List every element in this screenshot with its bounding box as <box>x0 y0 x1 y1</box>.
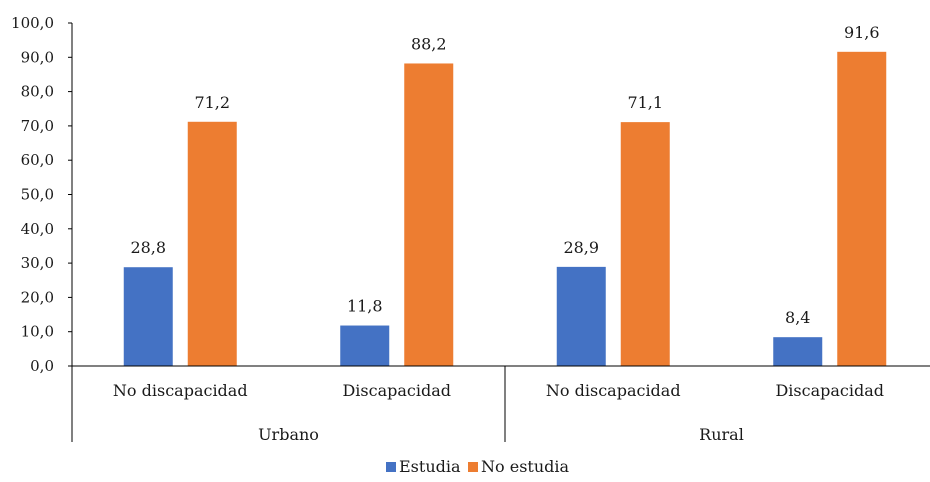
legend-label: No estudia <box>481 457 569 476</box>
x-category-label: Discapacidad <box>342 381 451 400</box>
x-group-label: Urbano <box>258 425 319 444</box>
y-tick-label: 70,0 <box>21 117 54 135</box>
data-label: 28,9 <box>563 238 599 257</box>
legend-swatch <box>386 462 396 472</box>
x-category-label: Discapacidad <box>775 381 884 400</box>
bar <box>404 63 454 366</box>
bar <box>340 325 390 366</box>
y-tick-label: 10,0 <box>21 323 54 341</box>
data-label: 11,8 <box>347 297 383 316</box>
data-label: 91,6 <box>844 23 880 42</box>
data-label: 71,2 <box>194 93 230 112</box>
data-label: 8,4 <box>785 308 810 327</box>
y-tick-label: 100,0 <box>11 14 54 32</box>
y-tick-label: 0,0 <box>30 357 54 375</box>
y-tick-label: 90,0 <box>21 48 54 66</box>
legend: Estudia No estudia <box>386 457 569 476</box>
bar <box>773 337 823 366</box>
x-category-label: No discapacidad <box>113 381 248 400</box>
y-axis: 0,0 10,0 20,0 30,0 40,0 50,0 60,0 70,0 80,0 90,0 1… <box>11 14 73 375</box>
y-tick-label: 50,0 <box>21 186 54 204</box>
x-category-label: No discapacidad <box>546 381 681 400</box>
bars: 28,8 11,8 28,9 8,4 71,2 88,2 71,1 91,6 <box>123 23 887 366</box>
bar <box>187 121 237 366</box>
x-group-label: Rural <box>699 425 744 444</box>
x-axis: No discapacidad Discapacidad No discapacid… <box>71 365 930 444</box>
data-label: 28,8 <box>130 238 166 257</box>
y-tick-label: 20,0 <box>21 288 54 306</box>
bar <box>556 266 606 366</box>
legend-swatch <box>468 462 478 472</box>
legend-label: Estudia <box>399 457 461 476</box>
y-tick-label: 60,0 <box>21 151 54 169</box>
bar <box>123 267 173 366</box>
y-tick-label: 80,0 <box>21 83 54 101</box>
y-tick-label: 30,0 <box>21 254 54 272</box>
y-tick-label: 40,0 <box>21 220 54 238</box>
bar <box>837 51 887 366</box>
bar <box>620 122 670 366</box>
data-label: 88,2 <box>411 34 447 53</box>
data-label: 71,1 <box>627 93 663 112</box>
